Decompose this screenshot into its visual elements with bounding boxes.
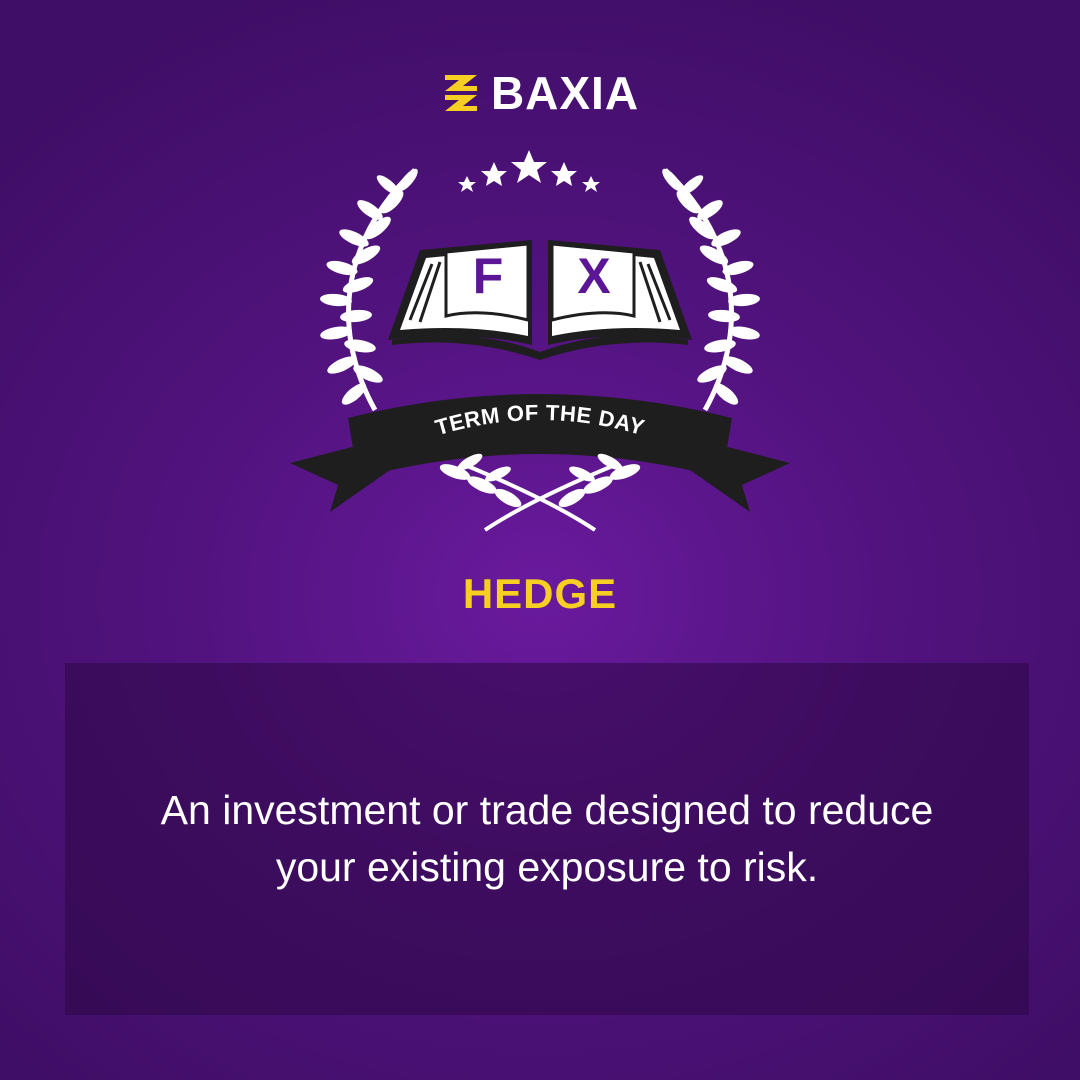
bottom-branches-icon: [439, 453, 641, 532]
left-laurel-icon: [320, 168, 418, 412]
star-icon: [551, 162, 577, 186]
ribbon-banner: TERM OF THE DAY: [290, 394, 790, 512]
open-book-icon: F X: [388, 240, 692, 360]
book-letter-left: F: [473, 248, 504, 304]
term-of-the-day-emblem: F X TERM OF THE DAY: [290, 150, 790, 532]
star-icon: [481, 162, 507, 186]
baxia-logo-icon: [444, 75, 477, 111]
brand-header: BAXIA: [0, 66, 1080, 120]
term-title: HEDGE: [462, 570, 618, 617]
brand-name: BAXIA: [490, 67, 640, 119]
star-icon: [582, 176, 600, 192]
right-laurel-icon: [662, 168, 760, 412]
definition-box: An investment or trade designed to reduc…: [65, 663, 1029, 1015]
definition-text: An investment or trade designed to reduc…: [160, 786, 934, 890]
star-icon: [511, 150, 547, 183]
stars-group: [458, 150, 600, 192]
book-letter-right: X: [577, 248, 610, 304]
star-icon: [458, 176, 476, 192]
